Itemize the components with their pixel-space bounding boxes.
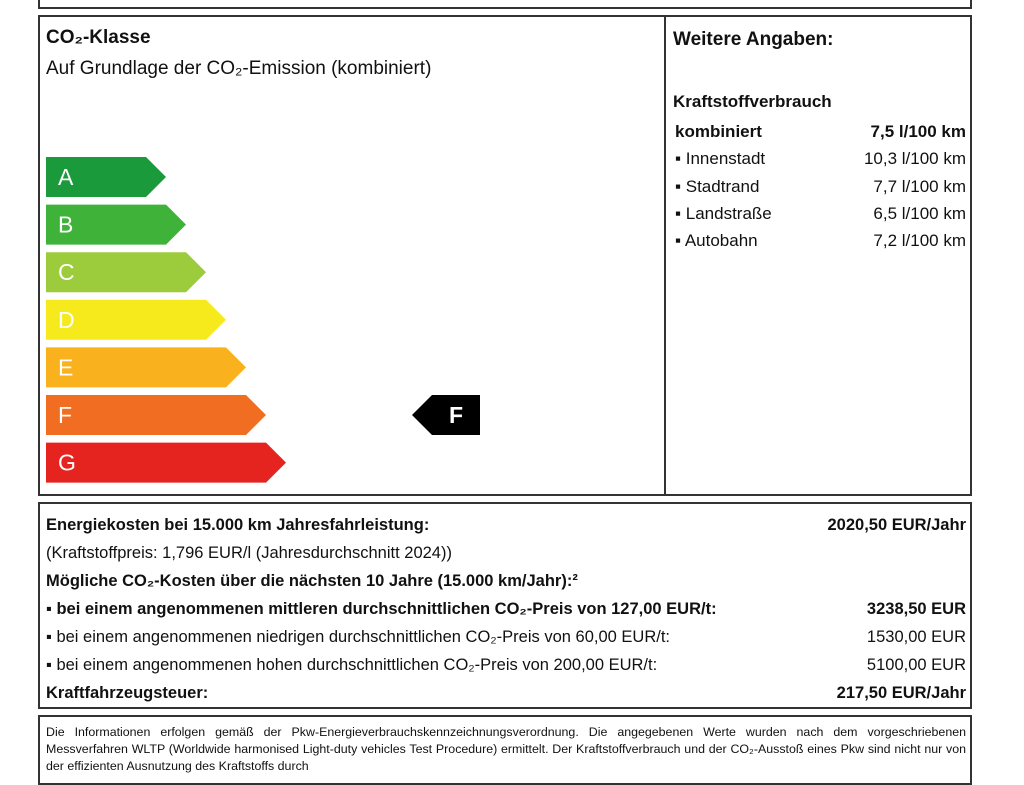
- class-arrow: [46, 299, 226, 340]
- row-value: 5100,00 EUR: [866, 656, 966, 674]
- class-arrow: [46, 157, 166, 197]
- row: bei einem angenommenen mittleren durchsc…: [46, 596, 966, 623]
- row: bei einem angenommenen niedrigen durchsc…: [46, 624, 966, 651]
- class-arrow: [46, 395, 266, 435]
- row-label: bei einem angenommenen hohen durchschnit…: [46, 652, 657, 679]
- class-subtitle: Auf Grundlage der CO₂-Emission (kombinie…: [46, 58, 432, 79]
- row-label: bei einem angenommenen mittleren durchsc…: [46, 596, 716, 623]
- further-box: Weitere Angaben: Kraftstoffverbrauch kom…: [664, 15, 972, 496]
- row: bei einem angenommenen hohen durchschnit…: [46, 652, 966, 679]
- row-value: 1530,00 EUR: [866, 628, 966, 646]
- row-label: Mögliche CO₂-Kosten über die nächsten 10…: [46, 572, 578, 590]
- row: Energiekosten bei 15.000 km Jahresfahrle…: [46, 512, 966, 539]
- row-label: Energiekosten bei 15.000 km Jahresfahrle…: [46, 516, 430, 534]
- footnote-box: Die Informationen erfolgen gemäß der Pkw…: [38, 715, 972, 785]
- row-label: Innenstadt: [675, 145, 765, 172]
- row-label: kombiniert: [675, 122, 762, 141]
- row-value: 7,2 l/100 km: [873, 231, 966, 251]
- row-value: 10,3 l/100 km: [863, 149, 966, 169]
- footnote: Die Informationen erfolgen gemäß der Pkw…: [46, 725, 966, 773]
- row-value: 3238,50 EUR: [866, 600, 966, 618]
- row: Stadtrand 7,7 l/100 km: [675, 173, 966, 200]
- row-label: bei einem angenommenen niedrigen durchsc…: [46, 624, 670, 651]
- row-value: 217,50 EUR/Jahr: [836, 684, 966, 702]
- current-class-marker: [412, 395, 480, 435]
- top-box: [38, 0, 972, 9]
- row: Innenstadt 10,3 l/100 km: [675, 145, 966, 172]
- row-label: Kraftfahrzeugsteuer:: [46, 684, 209, 702]
- cost-box: Energiekosten bei 15.000 km Jahresfahrle…: [38, 502, 972, 709]
- row: (Kraftstoffpreis: 1,796 EUR/l (Jahresdur…: [46, 540, 966, 567]
- class-letter: C: [58, 259, 75, 285]
- current-class-letter: F: [449, 402, 463, 428]
- class-letter: F: [58, 402, 72, 428]
- row-value: 7,7 l/100 km: [873, 176, 966, 196]
- row: Autobahn 7,2 l/100 km: [675, 227, 966, 254]
- class-letter: E: [58, 354, 73, 380]
- row-value: 2020,50 EUR/Jahr: [827, 516, 966, 534]
- row: Mögliche CO₂-Kosten über die nächsten 10…: [46, 568, 966, 595]
- class-letter: A: [58, 164, 74, 190]
- class-box: CO₂-Klasse Auf Grundlage der CO₂-Emissio…: [38, 15, 666, 496]
- class-letter: B: [58, 212, 73, 238]
- row: Kraftfahrzeugsteuer: 217,50 EUR/Jahr: [46, 680, 966, 707]
- row: kombiniert 7,5 l/100 km: [675, 118, 966, 145]
- row-label: Landstraße: [675, 200, 772, 227]
- class-arrow: [46, 252, 206, 293]
- row: Landstraße 6,5 l/100 km: [675, 200, 966, 227]
- row-label: Autobahn: [675, 227, 758, 254]
- class-arrow: [46, 442, 286, 483]
- class-letter: G: [58, 450, 76, 476]
- further-title: Weitere Angaben:: [673, 29, 834, 50]
- class-arrow: [46, 204, 186, 245]
- class-letter: D: [58, 307, 75, 333]
- row-value: 6,5 l/100 km: [873, 203, 966, 223]
- section-title: Kraftstoffverbrauch: [673, 92, 832, 111]
- page: CO₂-Klasse Auf Grundlage der CO₂-Emissio…: [0, 0, 1024, 768]
- row-value: 7,5 l/100 km: [870, 122, 966, 141]
- class-title: CO₂-Klasse: [46, 27, 151, 48]
- row-label: (Kraftstoffpreis: 1,796 EUR/l (Jahresdur…: [46, 544, 452, 562]
- row-label: Stadtrand: [675, 173, 760, 200]
- class-arrow: [46, 347, 246, 388]
